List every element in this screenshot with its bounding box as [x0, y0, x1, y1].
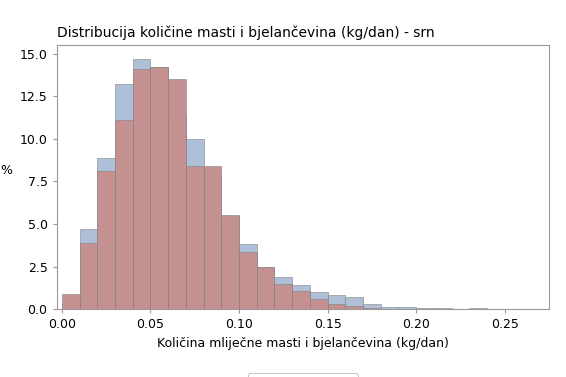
Bar: [345, 297, 363, 309]
Bar: [80, 229, 97, 309]
Bar: [186, 166, 204, 309]
Bar: [381, 307, 398, 309]
Bar: [62, 303, 80, 309]
Bar: [257, 267, 275, 309]
Bar: [80, 243, 97, 309]
Bar: [168, 79, 186, 309]
Bar: [328, 295, 345, 309]
Bar: [204, 166, 221, 309]
Bar: [204, 176, 221, 309]
Bar: [257, 267, 275, 309]
Bar: [221, 217, 239, 309]
Bar: [310, 299, 328, 309]
Bar: [292, 291, 310, 309]
Bar: [97, 158, 115, 309]
Bar: [151, 67, 168, 309]
Bar: [168, 117, 186, 309]
Bar: [97, 171, 115, 309]
Bar: [398, 307, 416, 309]
Bar: [363, 304, 381, 309]
Bar: [115, 120, 133, 309]
Bar: [221, 215, 239, 309]
Text: Distribucija količine masti i bjelančevina (kg/dan) - srn: Distribucija količine masti i bjelančevi…: [57, 25, 434, 40]
Bar: [62, 294, 80, 309]
Bar: [328, 304, 345, 309]
Bar: [275, 285, 292, 309]
Bar: [151, 67, 168, 309]
Bar: [469, 308, 487, 309]
Bar: [416, 308, 434, 309]
Bar: [133, 59, 151, 309]
Bar: [363, 308, 381, 309]
Bar: [239, 252, 257, 309]
Bar: [275, 277, 292, 309]
Legend: fat, prot: fat, prot: [248, 374, 358, 377]
Bar: [292, 285, 310, 309]
Bar: [434, 308, 452, 309]
Bar: [186, 139, 204, 309]
Bar: [239, 244, 257, 309]
Bar: [133, 69, 151, 309]
Y-axis label: %: %: [0, 164, 12, 177]
X-axis label: Količina mliječne masti i bjelančevina (kg/dan): Količina mliječne masti i bjelančevina (…: [157, 337, 449, 350]
Bar: [115, 84, 133, 309]
Bar: [345, 306, 363, 309]
Bar: [310, 292, 328, 309]
